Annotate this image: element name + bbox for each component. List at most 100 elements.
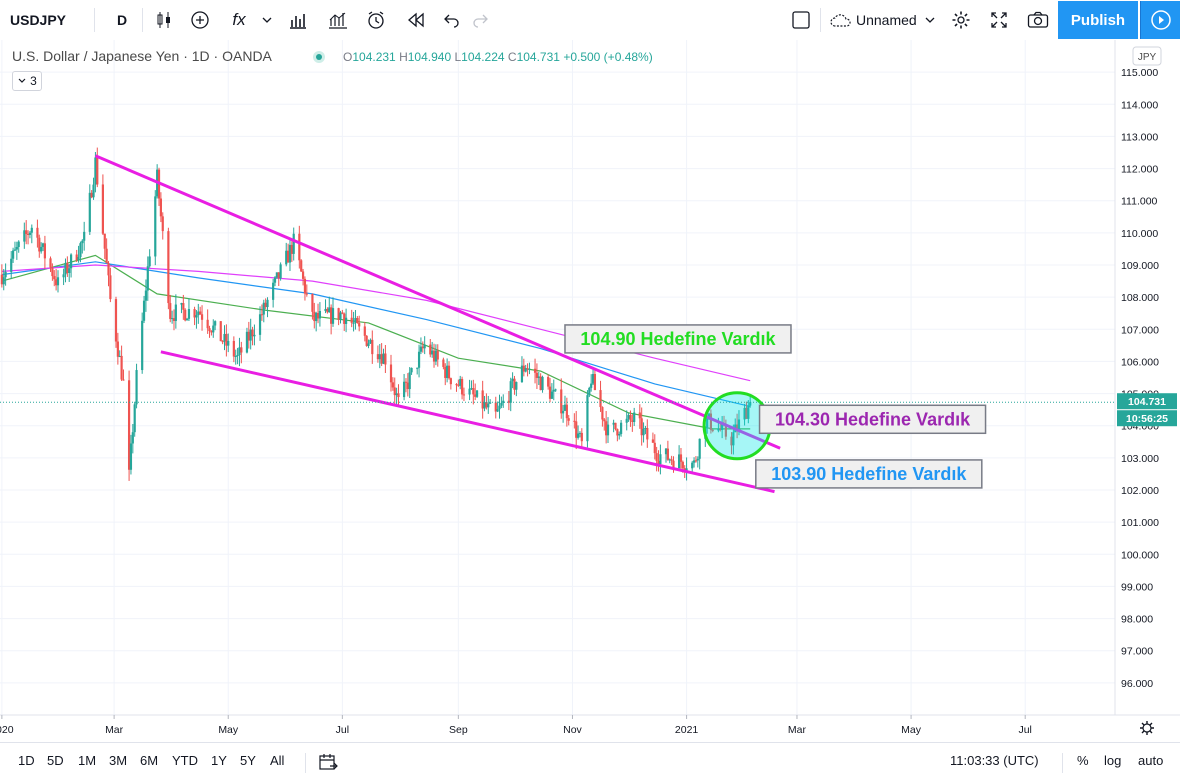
- candle-body: [502, 400, 505, 403]
- publish-button[interactable]: Publish: [1058, 1, 1138, 39]
- candle-body: [408, 372, 411, 390]
- candle-body: [184, 309, 187, 321]
- indicators-collapse-button[interactable]: 3: [12, 71, 42, 91]
- alert-clock-icon[interactable]: [362, 6, 390, 34]
- trendline[interactable]: [160, 350, 775, 494]
- percent-scale-button[interactable]: %: [1077, 753, 1089, 768]
- candle-body: [470, 388, 473, 390]
- moving-average-line: [1, 261, 751, 407]
- currency-badge[interactable]: [1132, 46, 1162, 66]
- fullscreen-icon[interactable]: [986, 6, 1012, 34]
- high-value: 104.940: [407, 50, 452, 64]
- symbol-legend[interactable]: U.S. Dollar / Japanese Yen · 1D · OANDA: [12, 48, 272, 64]
- candle-body: [167, 231, 170, 304]
- candle-body: [210, 331, 213, 333]
- annotation-box[interactable]: [755, 459, 983, 489]
- range-button-5d[interactable]: 5D: [47, 753, 64, 768]
- layout-name-button[interactable]: Unnamed: [856, 12, 917, 28]
- candle-body: [462, 394, 466, 396]
- candle-body: [15, 246, 18, 250]
- candle-body: [290, 244, 293, 254]
- candle-body: [447, 365, 451, 379]
- indicators-button[interactable]: fx: [232, 10, 246, 29]
- annotation-callout[interactable]: 104.90 Hedefine Vardık: [564, 324, 792, 354]
- undo-icon[interactable]: [440, 6, 464, 34]
- candle-body: [419, 346, 423, 352]
- interval-button[interactable]: D: [116, 12, 128, 28]
- price-axis-background[interactable]: [1115, 40, 1180, 715]
- market-status-dot[interactable]: [313, 51, 325, 63]
- price-chart[interactable]: 104.90 Hedefine Vardık 104.30 Hedefine Va…: [0, 40, 1180, 742]
- gear-icon[interactable]: [948, 6, 974, 34]
- financials-bar-icon[interactable]: [284, 6, 312, 34]
- range-button-5y[interactable]: 5Y: [240, 753, 256, 768]
- candle-body: [410, 367, 413, 373]
- play-icon[interactable]: [1140, 1, 1180, 39]
- range-button-6m[interactable]: 6M: [140, 753, 159, 768]
- annotation-box[interactable]: [758, 404, 987, 435]
- candle-body: [691, 462, 694, 469]
- close-value: 104.731: [516, 50, 560, 64]
- candle-body: [745, 407, 748, 419]
- candle-body: [629, 415, 632, 421]
- layout-checkbox-icon[interactable]: [788, 6, 814, 34]
- chevron-down-icon[interactable]: [258, 6, 276, 34]
- candle-body: [208, 328, 211, 332]
- candle-body: [524, 368, 527, 372]
- range-button-ytd[interactable]: YTD: [172, 753, 198, 768]
- candle-body: [653, 442, 656, 454]
- annotation-callout[interactable]: 104.30 Hedefine Vardık: [758, 404, 987, 435]
- auto-scale-button[interactable]: auto: [1138, 753, 1164, 768]
- symbol-search-button[interactable]: USDJPY: [10, 12, 67, 28]
- compare-plus-icon[interactable]: [186, 6, 214, 34]
- date-range-icon[interactable]: [318, 752, 338, 777]
- candle-body: [253, 334, 256, 337]
- candle-body: [474, 394, 477, 397]
- candle-body: [485, 402, 488, 408]
- chart-grid: [0, 40, 1115, 715]
- candle-body: [94, 157, 97, 185]
- annotation-callout[interactable]: 103.90 Hedefine Vardık: [755, 459, 983, 489]
- indicator-count: 3: [30, 74, 37, 88]
- replay-icon[interactable]: [402, 6, 430, 34]
- utc-clock[interactable]: 11:03:33 (UTC): [950, 753, 1039, 768]
- candle-body: [4, 271, 7, 278]
- annotations[interactable]: 104.90 Hedefine Vardık 104.30 Hedefine Va…: [564, 324, 987, 489]
- range-button-3m[interactable]: 3M: [109, 753, 128, 768]
- candle-body: [588, 387, 591, 396]
- range-button-1y[interactable]: 1Y: [211, 753, 227, 768]
- trendlines[interactable]: [94, 154, 781, 494]
- candle-body: [337, 308, 340, 320]
- candle-body: [245, 331, 249, 353]
- candle-body: [432, 350, 436, 362]
- candle-body: [146, 266, 149, 291]
- candle-body: [593, 374, 597, 391]
- candle-body: [187, 309, 191, 319]
- candle-body: [2, 277, 5, 285]
- templates-icon[interactable]: [324, 6, 352, 34]
- top-toolbar: USDJPY D fx Unnamed: [0, 0, 1180, 41]
- candle-body: [172, 318, 176, 321]
- candles-chart-type-icon[interactable]: [150, 6, 178, 34]
- candle-body: [672, 460, 675, 469]
- candle-body: [363, 326, 366, 336]
- range-button-1m[interactable]: 1M: [78, 753, 97, 768]
- price-tick-label: 96.000: [1121, 678, 1153, 690]
- candle-body: [240, 347, 243, 353]
- trendline[interactable]: [94, 154, 781, 450]
- log-scale-button[interactable]: log: [1104, 753, 1122, 768]
- candle-body: [655, 453, 658, 461]
- axis-settings-icon[interactable]: [1140, 721, 1154, 735]
- range-button-1d[interactable]: 1D: [18, 753, 35, 768]
- redo-icon[interactable]: [468, 6, 492, 34]
- annotation-box[interactable]: [564, 324, 792, 354]
- range-button-all[interactable]: All: [270, 753, 285, 768]
- candle-body: [365, 335, 368, 346]
- candle-body: [717, 428, 720, 431]
- chevron-down-icon[interactable]: [922, 6, 938, 34]
- candle-body: [431, 350, 434, 355]
- candle-body: [339, 312, 342, 320]
- time-tick-label: Sep: [449, 724, 468, 736]
- candle-body: [627, 415, 630, 419]
- camera-icon[interactable]: [1024, 6, 1052, 34]
